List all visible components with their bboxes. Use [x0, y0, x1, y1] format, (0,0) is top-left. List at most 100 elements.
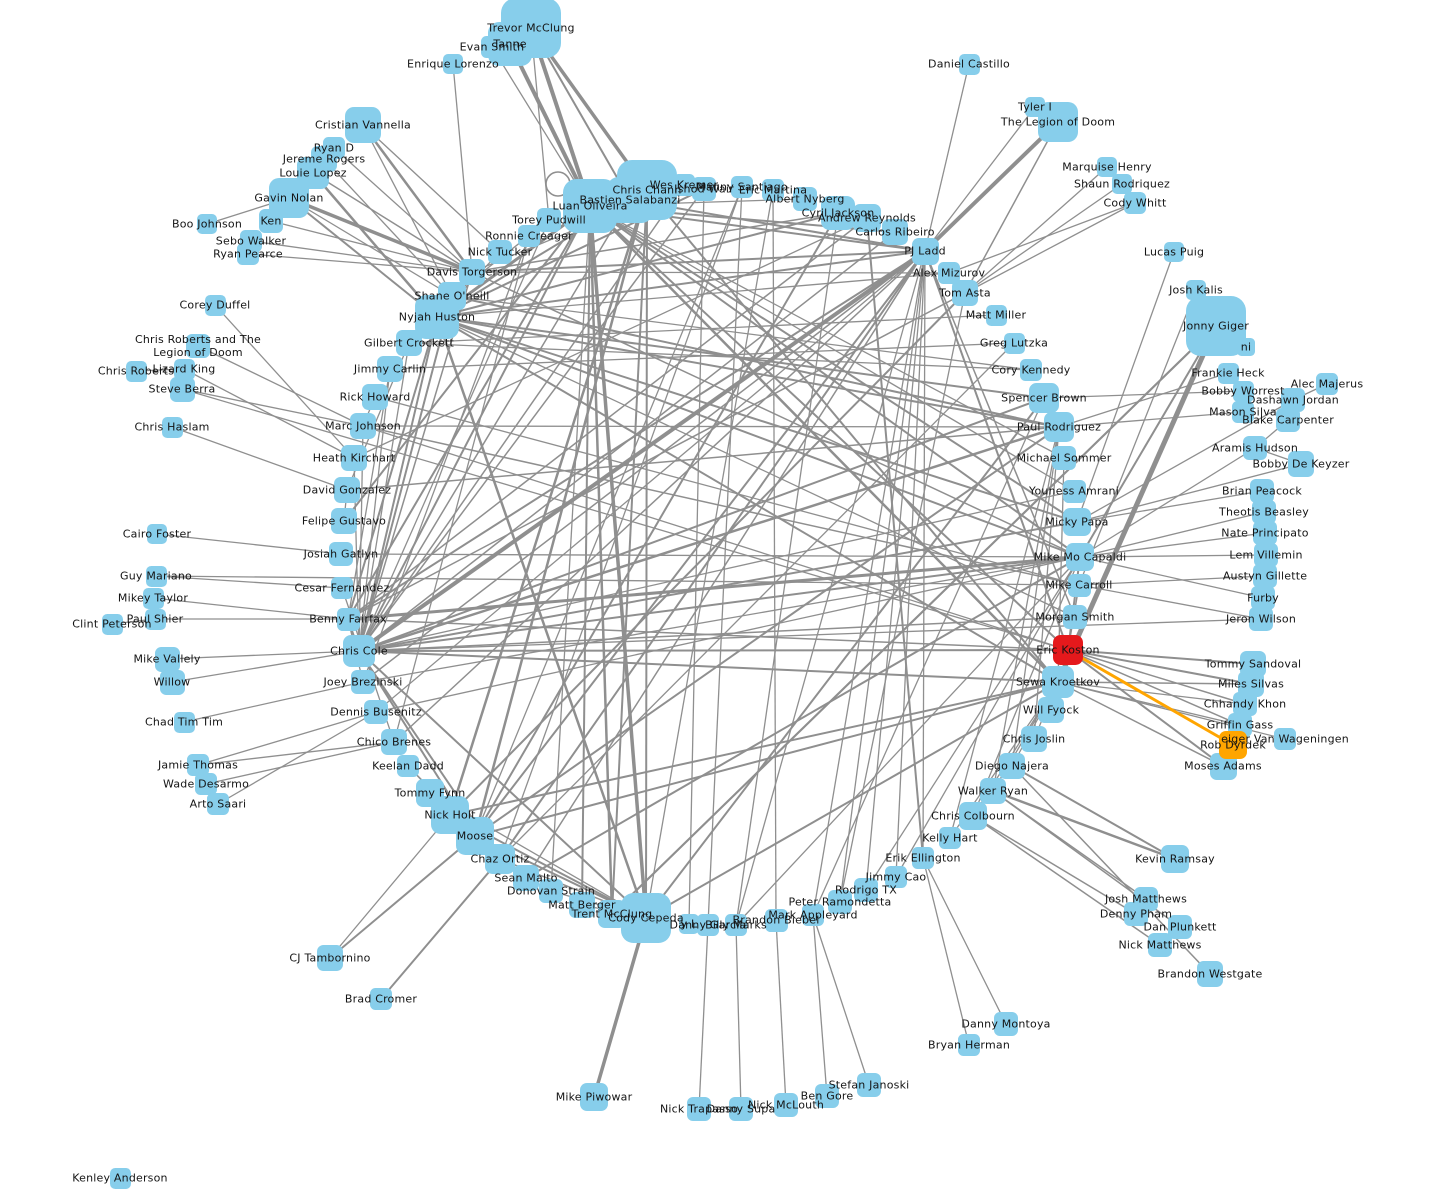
node-davistorg[interactable]	[459, 259, 485, 285]
node-billymarks[interactable]	[725, 914, 747, 936]
node-mikepiwowar[interactable]	[580, 1083, 608, 1111]
node-jimmycao[interactable]	[885, 866, 907, 888]
node-shaunrod[interactable]	[1112, 174, 1132, 194]
node-nyjah[interactable]	[415, 295, 459, 339]
node-rodrigotx[interactable]	[854, 878, 878, 902]
node-gilbert[interactable]	[396, 330, 422, 356]
node-alecmajerus[interactable]	[1316, 373, 1338, 395]
node-frankieheck[interactable]	[1217, 362, 1239, 384]
node-mattberger[interactable]	[569, 892, 595, 918]
node-youness[interactable]	[1062, 479, 1086, 503]
node-brandonwestgate[interactable]	[1197, 961, 1223, 987]
node-stefanjanoski[interactable]	[857, 1073, 881, 1097]
node-paulrodriguez[interactable]	[1044, 412, 1074, 442]
node-albertnyberg[interactable]	[793, 187, 817, 211]
node-wade[interactable]	[195, 773, 217, 795]
node-enrique[interactable]	[443, 54, 463, 74]
node-carlosribeiro[interactable]	[882, 219, 908, 245]
node-nickmatthews[interactable]	[1148, 933, 1172, 957]
node-davidgonzalez[interactable]	[334, 477, 360, 503]
node-jamiethomas[interactable]	[187, 754, 209, 776]
node-rickhoward[interactable]	[362, 384, 388, 410]
node-brandonbiebel[interactable]	[764, 908, 788, 932]
node-chriscole[interactable]	[343, 635, 375, 667]
node-jonnygiger[interactable]	[1186, 296, 1246, 356]
node-chrisroberts[interactable]	[125, 360, 147, 382]
node-spencerbrown[interactable]	[1029, 383, 1059, 413]
node-lucaspuig[interactable]	[1164, 242, 1184, 262]
node-boo[interactable]	[197, 214, 217, 234]
node-bobbyworrest[interactable]	[1232, 380, 1254, 402]
node-furby[interactable]	[1251, 586, 1275, 610]
node-mattmiller[interactable]	[985, 304, 1007, 326]
node-walkerryan[interactable]	[980, 778, 1006, 804]
node-chriscolbourn[interactable]	[959, 802, 987, 830]
node-nickmclouth[interactable]	[774, 1093, 798, 1117]
node-erickoston[interactable]	[1053, 635, 1083, 665]
node-sewa[interactable]	[1042, 666, 1074, 698]
node-michaelsommer[interactable]	[1052, 446, 1076, 470]
node-cairo[interactable]	[147, 524, 167, 544]
node-codycepeda[interactable]	[621, 893, 671, 943]
node-cj[interactable]	[317, 945, 343, 971]
node-markappleyard[interactable]	[802, 904, 824, 926]
node-ericmartina[interactable]	[762, 179, 784, 201]
node-lizard[interactable]	[173, 358, 195, 380]
node-ishodwair[interactable]	[692, 177, 716, 201]
node-chadtimtim[interactable]	[173, 711, 195, 733]
node-corykennedy[interactable]	[1020, 359, 1042, 381]
node-blakecarpenter[interactable]	[1276, 408, 1300, 432]
node-nicktucker[interactable]	[488, 240, 512, 264]
node-mikeytaylor[interactable]	[142, 587, 164, 609]
node-jimmycarlin[interactable]	[377, 356, 403, 382]
node-chrisjoslin[interactable]	[1021, 726, 1047, 752]
node-torey[interactable]	[537, 208, 561, 232]
node-pjladd[interactable]	[911, 237, 939, 265]
node-chico[interactable]	[381, 729, 407, 755]
node-keelan[interactable]	[397, 755, 419, 777]
node-theotis[interactable]	[1252, 500, 1276, 524]
node-danplunkett[interactable]	[1168, 915, 1192, 939]
node-heath[interactable]	[341, 445, 367, 471]
node-dennis[interactable]	[364, 700, 388, 724]
node-nicktrapasso[interactable]	[687, 1097, 711, 1121]
node-luan[interactable]	[563, 179, 617, 233]
node-benny[interactable]	[336, 607, 360, 631]
node-alexmizurov[interactable]	[938, 262, 960, 284]
node-lemvillemin[interactable]	[1254, 543, 1278, 567]
node-tyl[interactable]	[679, 914, 699, 934]
node-donovan[interactable]	[539, 879, 563, 903]
node-tomasta[interactable]	[952, 280, 978, 306]
node-nateprincipato[interactable]	[1253, 521, 1277, 545]
node-crlod[interactable]	[186, 334, 210, 358]
node-ryanpearce[interactable]	[237, 243, 259, 265]
node-chrishaslam[interactable]	[161, 416, 183, 438]
node-chaz[interactable]	[485, 844, 515, 874]
node-cyriljackson[interactable]	[821, 196, 855, 230]
node-joshmatthews[interactable]	[1134, 887, 1158, 911]
node-mannysantiago[interactable]	[731, 176, 753, 198]
node-marcjohnson[interactable]	[350, 413, 376, 439]
node-morgansmith[interactable]	[1063, 605, 1087, 629]
node-bradcromer[interactable]	[370, 988, 392, 1010]
node-trevor[interactable]	[501, 0, 561, 58]
node-willow[interactable]	[159, 669, 185, 695]
node-brianpeacock[interactable]	[1250, 479, 1274, 503]
node-kellyhart[interactable]	[939, 827, 961, 849]
node-felipe[interactable]	[331, 508, 357, 534]
node-bryanherman[interactable]	[958, 1034, 980, 1056]
node-jeronwilson[interactable]	[1249, 607, 1273, 631]
node-joshkalis[interactable]	[1186, 280, 1206, 300]
node-paulshier[interactable]	[144, 608, 166, 630]
node-mikemo[interactable]	[1066, 543, 1094, 571]
node-chrischann[interactable]	[617, 160, 677, 220]
node-dannygarcia[interactable]	[697, 914, 719, 936]
node-tyleri[interactable]	[1025, 97, 1045, 117]
node-bobbydekeyzer[interactable]	[1288, 451, 1314, 477]
node-dashawn[interactable]	[1281, 388, 1305, 412]
node-joeybrez[interactable]	[351, 670, 375, 694]
node-danielcastillo[interactable]	[958, 53, 980, 75]
node-mikevallely[interactable]	[154, 646, 180, 672]
node-mikecarroll[interactable]	[1067, 573, 1091, 597]
node-ronnie[interactable]	[518, 225, 540, 247]
